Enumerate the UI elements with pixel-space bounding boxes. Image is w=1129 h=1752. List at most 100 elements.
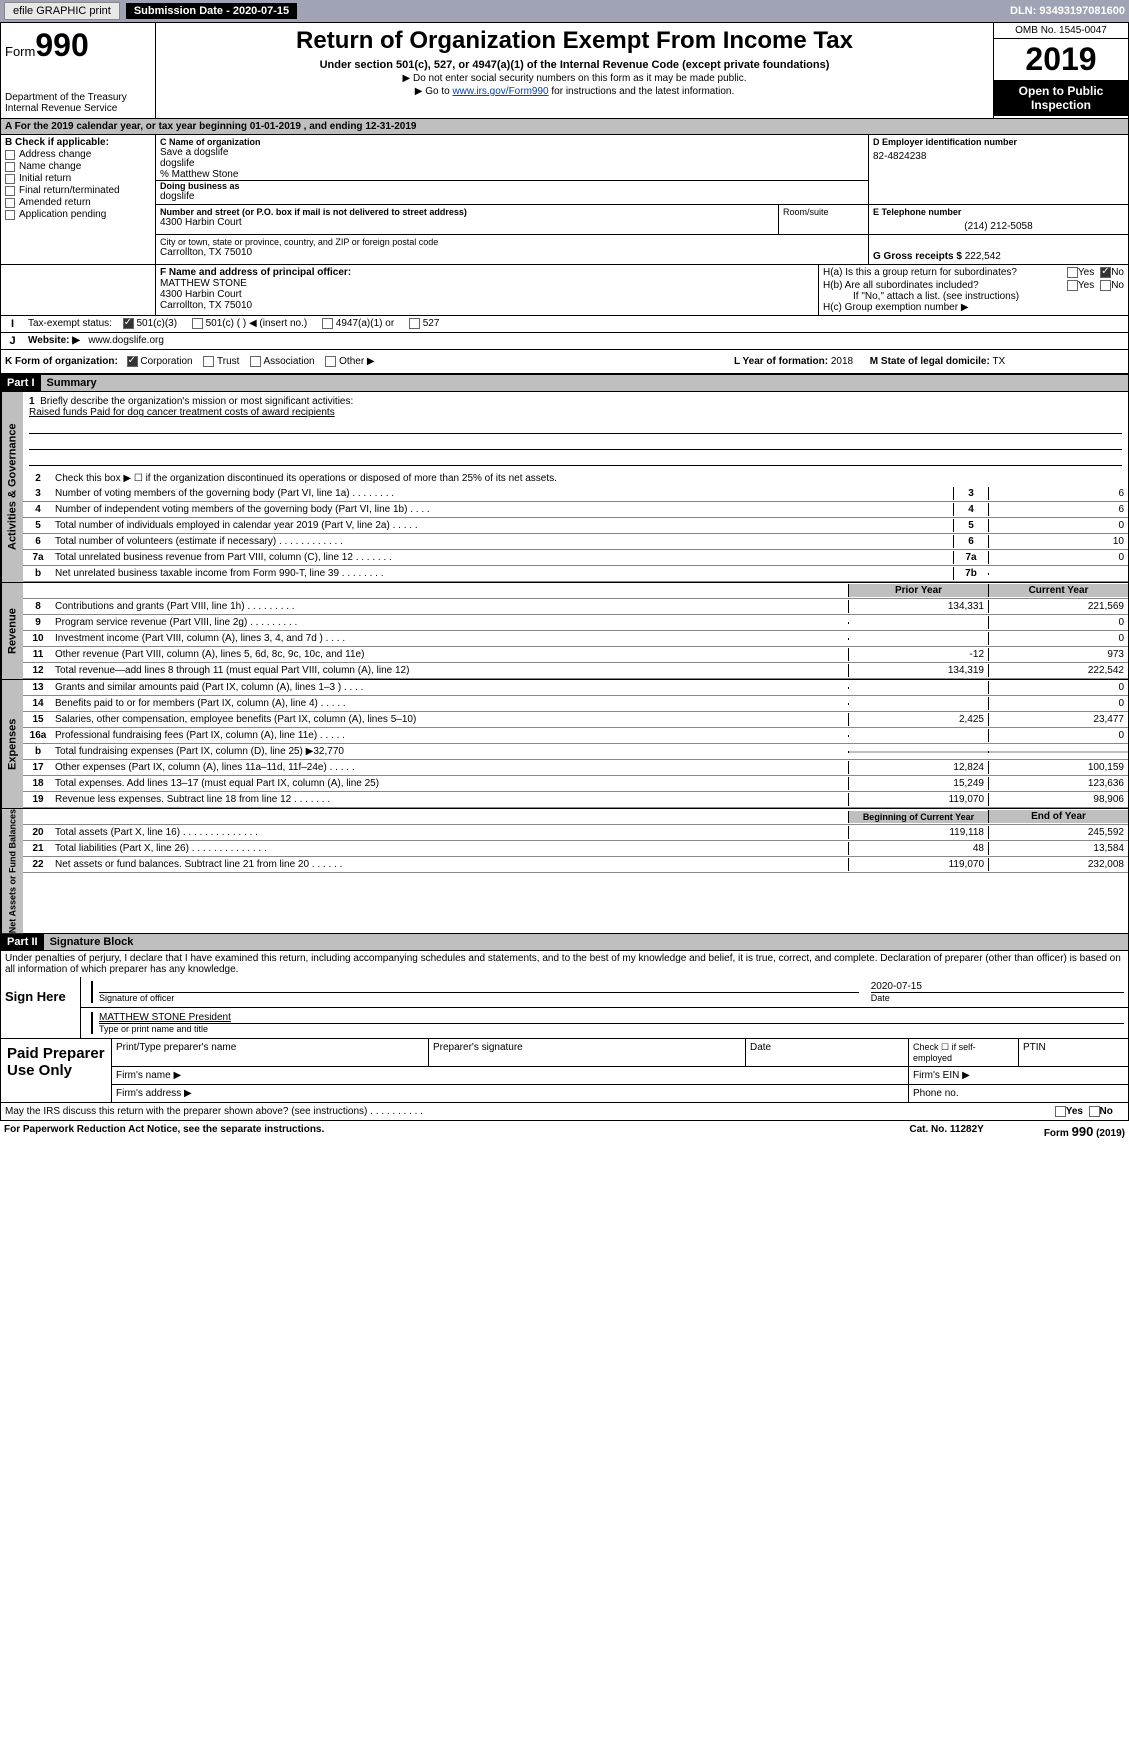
checkbox-icon[interactable] <box>1089 1106 1100 1117</box>
officer-city: Carrollton, TX 75010 <box>160 300 252 311</box>
row-k: K Form of organization: Corporation Trus… <box>0 350 1129 374</box>
checkbox-icon[interactable] <box>5 162 15 172</box>
checkbox-icon[interactable] <box>1067 267 1078 278</box>
gross-value: 222,542 <box>965 251 1001 262</box>
paid-preparer-block: Paid Preparer Use Only Print/Type prepar… <box>0 1039 1129 1103</box>
row-i: I Tax-exempt status: 501(c)(3) 501(c) ( … <box>0 316 1129 333</box>
efile-button[interactable]: efile GRAPHIC print <box>4 2 120 20</box>
checkbox-icon[interactable] <box>325 356 336 367</box>
yes-label: Yes <box>1078 267 1094 278</box>
prior-year-hdr: Prior Year <box>848 584 988 597</box>
row-j: J Website: ▶ www.dogslife.org <box>0 333 1129 350</box>
ein-label: D Employer identification number <box>873 137 1124 147</box>
checkbox-checked-icon[interactable] <box>123 318 134 329</box>
paid-side-label: Paid Preparer Use Only <box>1 1039 111 1102</box>
hb-label: H(b) Are all subordinates included? <box>823 280 1067 291</box>
checkbox-icon[interactable] <box>5 198 15 208</box>
addr-label: Number and street (or P.O. box if mail i… <box>160 207 774 217</box>
part2-title: Signature Block <box>44 934 1128 950</box>
checkbox-icon[interactable] <box>250 356 261 367</box>
form-note2: ▶ Go to www.irs.gov/Form990 for instruct… <box>160 86 989 97</box>
officer-name: MATTHEW STONE <box>160 278 247 289</box>
signature-block: Under penalties of perjury, I declare th… <box>0 951 1129 1039</box>
org-name-label: C Name of organization <box>160 137 864 147</box>
sidetab-governance: Activities & Governance <box>1 392 23 582</box>
checkbox-icon[interactable] <box>1100 280 1111 291</box>
col-b-header: B Check if applicable: <box>5 137 151 148</box>
tax-status-label: Tax-exempt status: <box>28 318 112 329</box>
form-subtitle: Under section 501(c), 527, or 4947(a)(1)… <box>160 59 989 71</box>
sign-here-label: Sign Here <box>1 977 81 1038</box>
sig-date-label: Date <box>871 992 1124 1003</box>
header-block: B Check if applicable: Address change Na… <box>0 135 1129 265</box>
tel-label: E Telephone number <box>873 207 1124 217</box>
self-employed-hdr: Check ☐ if self-employed <box>908 1039 1018 1066</box>
checkbox-icon[interactable] <box>192 318 203 329</box>
sidetab-expenses: Expenses <box>1 680 23 808</box>
form-title: Return of Organization Exempt From Incom… <box>160 27 989 55</box>
checkbox-icon[interactable] <box>409 318 420 329</box>
preparer-sig-hdr: Preparer's signature <box>428 1039 745 1066</box>
state-domicile-label: M State of legal domicile: <box>870 356 990 367</box>
check-initial-return: Initial return <box>19 173 71 184</box>
preparer-name-hdr: Print/Type preparer's name <box>111 1039 428 1066</box>
perjury-text: Under penalties of perjury, I declare th… <box>1 951 1128 977</box>
checkbox-icon[interactable] <box>322 318 333 329</box>
yes-label: Yes <box>1078 280 1094 291</box>
open-to-public: Open to Public Inspection <box>994 80 1128 116</box>
gross-label: G Gross receipts $ <box>873 251 962 262</box>
addr-value: 4300 Harbin Court <box>160 217 774 228</box>
ein-value: 82-4824238 <box>873 151 1124 162</box>
form-org-label: K Form of organization: <box>5 356 118 367</box>
form-header: Form990 Department of the Treasury Inter… <box>0 22 1129 119</box>
irs-link[interactable]: www.irs.gov/Form990 <box>452 86 548 97</box>
checkbox-checked-icon[interactable] <box>127 356 138 367</box>
check-name-change: Name change <box>19 161 81 172</box>
paperwork-notice: For Paperwork Reduction Act Notice, see … <box>4 1124 909 1139</box>
irs-discuss-row: May the IRS discuss this return with the… <box>0 1103 1129 1121</box>
topbar: efile GRAPHIC print Submission Date - 20… <box>0 0 1129 22</box>
dba-value: dogslife <box>160 191 864 202</box>
sig-date: 2020-07-15 <box>871 981 1124 992</box>
form-990-num: 990 <box>35 27 88 63</box>
checkbox-checked-icon[interactable] <box>1100 267 1111 278</box>
officer-label: F Name and address of principal officer: <box>160 267 351 278</box>
opt-4947: 4947(a)(1) or <box>336 318 394 329</box>
row-a-text: A For the 2019 calendar year, or tax yea… <box>5 121 416 132</box>
yes-label: Yes <box>1066 1106 1083 1117</box>
checkbox-icon[interactable] <box>203 356 214 367</box>
blank-line <box>29 436 1122 450</box>
note2-pre: ▶ Go to <box>415 86 453 97</box>
opt-501c3: 501(c)(3) <box>136 318 177 329</box>
dln: DLN: 93493197081600 <box>1010 5 1125 17</box>
checkbox-icon[interactable] <box>5 210 15 220</box>
type-name-label: Type or print name and title <box>99 1023 1124 1034</box>
check-amended: Amended return <box>19 197 91 208</box>
checkbox-icon[interactable] <box>5 186 15 196</box>
omb-number: OMB No. 1545-0047 <box>994 23 1128 39</box>
cat-no: Cat. No. 11282Y <box>909 1124 983 1139</box>
form-number: Form990 <box>5 27 151 64</box>
checkbox-icon[interactable] <box>5 174 15 184</box>
tel-value: (214) 212-5058 <box>873 221 1124 232</box>
checkbox-icon[interactable] <box>1067 280 1078 291</box>
hc-label: H(c) Group exemption number ▶ <box>823 302 1124 313</box>
submission-date: Submission Date - 2020-07-15 <box>126 3 297 19</box>
q1-label: Briefly describe the organization's miss… <box>40 396 353 407</box>
hb-note: If "No," attach a list. (see instruction… <box>823 291 1124 302</box>
officer-typed-name: MATTHEW STONE President <box>99 1012 1124 1023</box>
part1-title: Summary <box>41 375 1128 391</box>
city-value: Carrollton, TX 75010 <box>160 247 864 258</box>
part2-header: Part II Signature Block <box>0 934 1129 951</box>
opt-trust: Trust <box>217 356 239 367</box>
checkbox-icon[interactable] <box>1055 1106 1066 1117</box>
dept-line1: Department of the Treasury <box>5 92 151 103</box>
check-final-return: Final return/terminated <box>19 185 120 196</box>
summary-revenue-block: Revenue Prior YearCurrent Year 8Contribu… <box>0 583 1129 680</box>
firm-addr-label: Firm's address ▶ <box>111 1085 908 1102</box>
summary-netassets-block: Net Assets or Fund Balances Beginning of… <box>0 809 1129 934</box>
checkbox-icon[interactable] <box>5 150 15 160</box>
blank-line <box>29 420 1122 434</box>
city-label: City or town, state or province, country… <box>160 237 864 247</box>
preparer-date-hdr: Date <box>745 1039 908 1066</box>
